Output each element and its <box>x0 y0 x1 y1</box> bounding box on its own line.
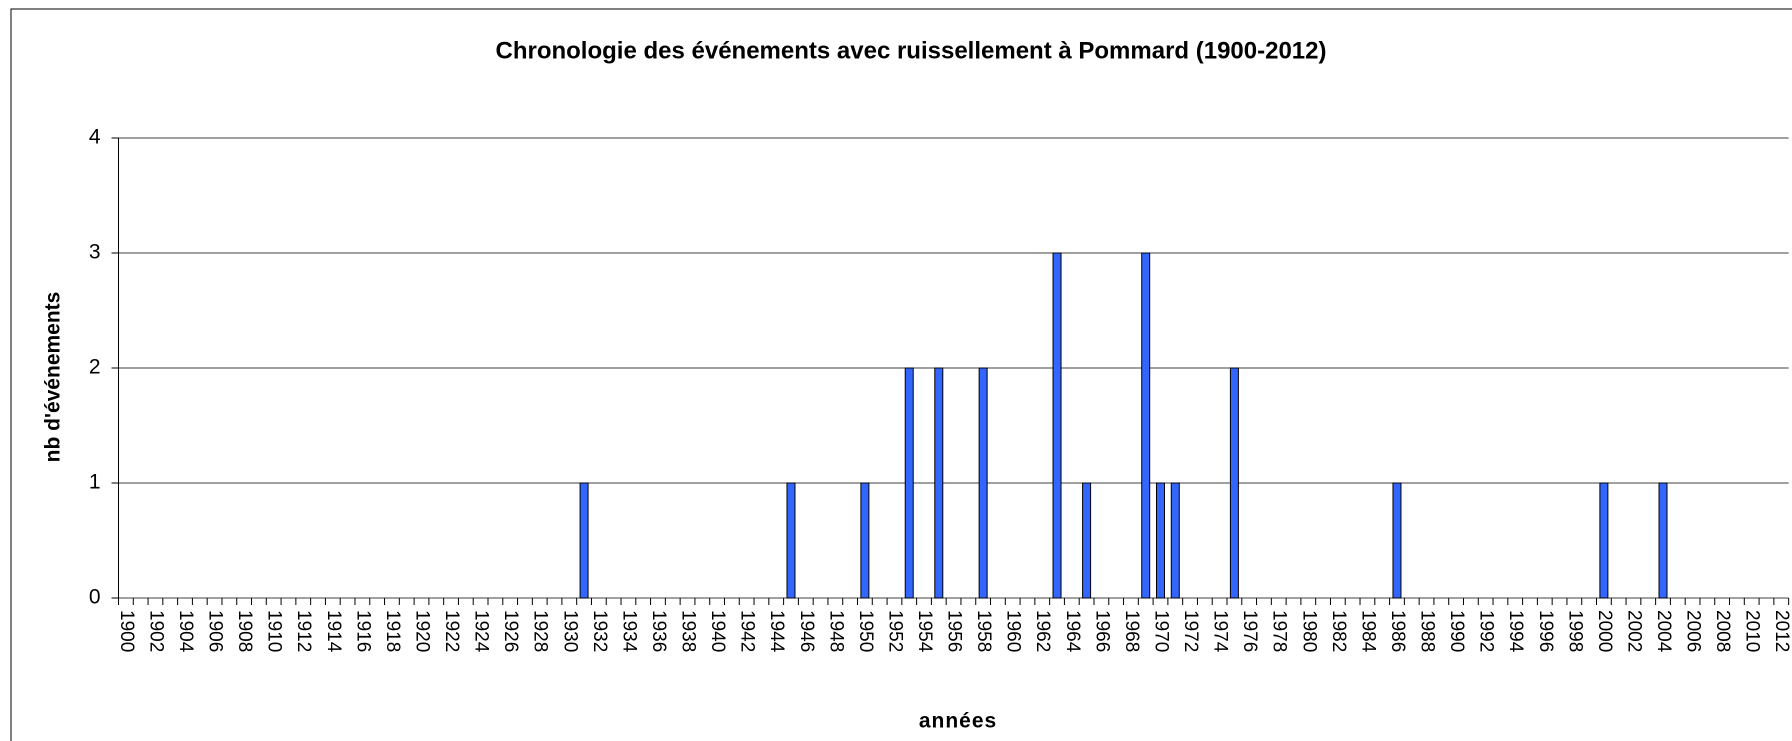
x-tick-label: 1920 <box>411 610 432 652</box>
bar <box>786 482 796 599</box>
x-tick-label: 1918 <box>382 610 403 652</box>
bar <box>860 482 870 599</box>
bar <box>934 367 944 599</box>
chart-frame <box>10 8 1792 741</box>
x-tick-label: 1968 <box>1121 610 1142 652</box>
x-tick-label: 1970 <box>1150 610 1171 652</box>
x-tick-label: 1930 <box>559 610 580 652</box>
x-tick-label: 1988 <box>1417 610 1438 652</box>
x-tick-label: 1934 <box>618 610 639 653</box>
x-tick-label: 1960 <box>1003 610 1024 652</box>
x-tick-label: 1906 <box>205 610 226 652</box>
y-axis-label: nb d'événements <box>42 292 65 463</box>
x-tick-label: 1932 <box>589 610 610 652</box>
x-axis-label: années <box>919 710 997 733</box>
bar <box>1052 252 1062 599</box>
bar <box>1599 482 1609 599</box>
x-tick-label: 1900 <box>116 610 137 652</box>
x-tick-label: 1956 <box>944 610 965 652</box>
bar <box>978 367 988 599</box>
x-tick-label: 1914 <box>323 610 344 653</box>
x-tick-label: 1974 <box>1210 610 1231 653</box>
x-tick-label: 1952 <box>884 610 905 652</box>
x-tick-label: 1996 <box>1535 610 1556 652</box>
x-tick-label: 1904 <box>175 610 196 653</box>
x-tick-label: 1938 <box>678 610 699 652</box>
bar <box>904 367 914 599</box>
x-tick-label: 1950 <box>855 610 876 652</box>
x-tick-label: 1944 <box>766 610 787 653</box>
x-tick-label: 1976 <box>1239 610 1260 652</box>
x-tick-label: 1912 <box>293 610 314 652</box>
bar <box>1392 482 1402 599</box>
x-tick-label: 1908 <box>234 610 255 652</box>
bar <box>1141 252 1151 599</box>
y-tick-label: 1 <box>89 471 101 494</box>
x-tick-label: 2004 <box>1653 610 1674 653</box>
bar <box>579 482 589 599</box>
x-tick-label: 1990 <box>1446 610 1467 652</box>
x-tick-label: 1948 <box>825 610 846 652</box>
x-tick-label: 1946 <box>796 610 817 652</box>
x-tick-label: 1928 <box>530 610 551 652</box>
x-tick-label: 1940 <box>707 610 728 652</box>
x-tick-label: 2006 <box>1683 610 1704 652</box>
x-tick-label: 1998 <box>1564 610 1585 652</box>
x-tick-label: 1942 <box>737 610 758 652</box>
x-tick-label: 1982 <box>1328 610 1349 652</box>
x-tick-label: 1962 <box>1032 610 1053 652</box>
x-tick-label: 1992 <box>1476 610 1497 652</box>
x-tick-label: 1986 <box>1387 610 1408 652</box>
x-tick-label: 2012 <box>1771 610 1792 652</box>
y-tick-label: 3 <box>89 241 101 264</box>
bar <box>1155 482 1165 599</box>
x-tick-label: 1980 <box>1298 610 1319 652</box>
x-tick-label: 1910 <box>264 610 285 652</box>
bar <box>1170 482 1180 599</box>
x-tick-label: 1936 <box>648 610 669 652</box>
x-tick-label: 1966 <box>1091 610 1112 652</box>
x-tick-label: 1924 <box>471 610 492 653</box>
bar <box>1658 482 1668 599</box>
x-tick-label: 2008 <box>1712 610 1733 652</box>
x-tick-label: 2000 <box>1594 610 1615 652</box>
x-tick-label: 1926 <box>500 610 521 652</box>
chart-title: Chronologie des événements avec ruissell… <box>495 37 1326 64</box>
x-tick-label: 2002 <box>1623 610 1644 652</box>
bar <box>1082 482 1092 599</box>
x-tick-label: 1916 <box>352 610 373 652</box>
y-tick-label: 2 <box>89 356 101 379</box>
x-tick-label: 1902 <box>145 610 166 652</box>
x-tick-label: 1994 <box>1505 610 1526 653</box>
x-tick-label: 1922 <box>441 610 462 652</box>
bar <box>1229 367 1239 599</box>
y-tick-label: 4 <box>89 126 101 149</box>
x-tick-label: 1978 <box>1269 610 1290 652</box>
x-tick-label: 1954 <box>914 610 935 653</box>
x-tick-label: 1972 <box>1180 610 1201 652</box>
x-tick-label: 1964 <box>1062 610 1083 653</box>
x-tick-label: 1958 <box>973 610 994 652</box>
x-tick-label: 1984 <box>1357 610 1378 653</box>
y-tick-label: 0 <box>89 586 101 609</box>
x-tick-label: 2010 <box>1742 610 1763 652</box>
